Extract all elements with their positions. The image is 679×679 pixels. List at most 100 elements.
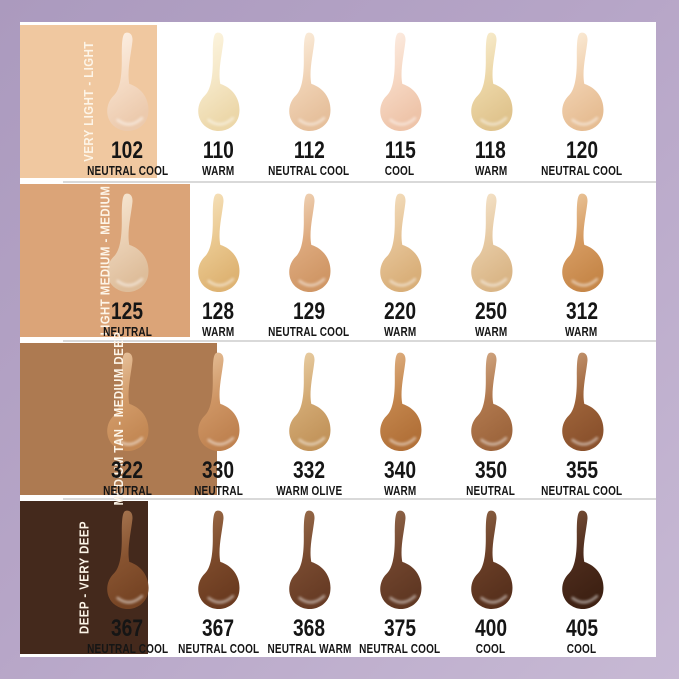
shade-cell: 368 NEUTRAL WARM xyxy=(264,500,355,657)
smear-gloss-highlight xyxy=(116,277,144,287)
shade-number: 350 xyxy=(474,456,507,484)
shade-cell: 115 COOL xyxy=(354,22,445,179)
shade-number: 312 xyxy=(565,297,598,325)
smear-gloss-highlight xyxy=(116,595,144,604)
smear-gloss-highlight xyxy=(570,595,598,604)
foundation-smear-swatch-icon xyxy=(380,352,422,451)
smear-gloss-highlight xyxy=(207,595,235,604)
shade-cell: 120 NEUTRAL COOL xyxy=(536,22,627,179)
smear-gloss-highlight xyxy=(480,595,507,604)
shade-number: 110 xyxy=(202,137,234,164)
foundation-smear-swatch-icon xyxy=(107,352,149,451)
shade-number: 250 xyxy=(474,297,507,325)
shade-cell: 250 WARM xyxy=(445,183,536,340)
shade-number: 355 xyxy=(565,456,598,484)
shade-undertone: COOL xyxy=(385,164,415,178)
shade-cell: 332 WARM OLIVE xyxy=(264,342,355,499)
shade-cell: 128 WARM xyxy=(173,183,264,340)
shade-cell: 340 WARM xyxy=(354,342,445,499)
foundation-smear-swatch-icon xyxy=(289,32,331,131)
smear-gloss-highlight xyxy=(389,436,417,446)
shade-number: 332 xyxy=(293,456,326,484)
shade-number: 330 xyxy=(202,456,235,484)
shade-undertone: NEUTRAL xyxy=(466,483,516,498)
range-sidebar-box: LIGHT MEDIUM - MEDIUM xyxy=(20,183,191,337)
foundation-smear-swatch-icon xyxy=(561,193,604,292)
smear-gloss-highlight xyxy=(570,277,598,287)
shade-undertone: NEUTRAL COOL xyxy=(177,642,259,657)
smear-gloss-highlight xyxy=(570,116,598,126)
foundation-smear-swatch-icon xyxy=(198,510,240,610)
range-sidebar: MEDIUM TAN - MEDIUM DEEP xyxy=(20,332,218,506)
shade-cell: 367 NEUTRAL COOL xyxy=(173,500,264,657)
shade-undertone: WARM xyxy=(474,324,507,339)
shade-number: 220 xyxy=(383,297,416,325)
foundation-smear-swatch-icon xyxy=(380,510,422,610)
foundation-smear-swatch-icon xyxy=(470,193,513,292)
shade-row-swatches: 125 NEUTRAL 128 WARM xyxy=(63,180,656,340)
foundation-smear-swatch-icon xyxy=(561,352,604,451)
shade-number: 129 xyxy=(293,297,326,325)
shade-number: 112 xyxy=(293,137,325,164)
foundation-smear-swatch-icon xyxy=(107,32,149,131)
shade-undertone: WARM OLIVE xyxy=(276,483,343,498)
smear-gloss-highlight xyxy=(116,116,144,126)
shade-range-row: DEEP - VERY DEEP 367 NEUTRAL COOL xyxy=(20,498,656,657)
shade-number: 115 xyxy=(384,137,416,164)
shade-cell: 405 COOL xyxy=(536,500,627,657)
foundation-smear-swatch-icon xyxy=(289,352,331,451)
shade-cell: 375 NEUTRAL COOL xyxy=(354,500,445,657)
shade-cell: 355 NEUTRAL COOL xyxy=(536,342,627,499)
shade-number: 400 xyxy=(474,615,507,643)
smear-gloss-highlight xyxy=(207,277,235,287)
foundation-smear-swatch-icon xyxy=(380,32,422,131)
foundation-smear-swatch-icon xyxy=(107,510,149,610)
shade-undertone: NEUTRAL xyxy=(102,324,152,339)
shade-cell: 350 NEUTRAL xyxy=(445,342,536,499)
foundation-smear-swatch-icon xyxy=(380,193,422,292)
shade-undertone: WARM xyxy=(202,164,235,178)
smear-gloss-highlight xyxy=(298,277,326,287)
shade-undertone: WARM xyxy=(202,324,235,339)
shade-chart-panel: VERY LIGHT - LIGHT 102 NEUTRAL COOL xyxy=(20,22,656,657)
range-sidebar-box: MEDIUM TAN - MEDIUM DEEP xyxy=(20,332,218,506)
shade-undertone: NEUTRAL COOL xyxy=(359,642,441,657)
foundation-smear-swatch-icon xyxy=(470,352,513,451)
shade-number: 128 xyxy=(202,297,235,325)
shade-cell: 129 NEUTRAL COOL xyxy=(264,183,355,340)
shade-number: 367 xyxy=(111,615,144,643)
foundation-smear-swatch-icon xyxy=(107,193,149,292)
shade-undertone: NEUTRAL xyxy=(102,483,152,498)
shade-undertone: NEUTRAL COOL xyxy=(86,642,169,657)
range-sidebar: LIGHT MEDIUM - MEDIUM xyxy=(20,181,191,340)
smear-gloss-highlight xyxy=(389,116,417,126)
shade-range-row: VERY LIGHT - LIGHT 102 NEUTRAL COOL xyxy=(20,22,656,181)
foundation-smear-swatch-icon xyxy=(470,32,513,131)
shade-cell: 400 COOL xyxy=(445,500,536,657)
range-label: VERY LIGHT - LIGHT xyxy=(80,41,96,162)
smear-gloss-highlight xyxy=(480,436,507,446)
shade-undertone: NEUTRAL COOL xyxy=(268,324,350,339)
shade-undertone: WARM xyxy=(383,483,417,498)
shade-number: 118 xyxy=(475,137,507,164)
shade-undertone: NEUTRAL COOL xyxy=(540,483,623,498)
shade-cell: 118 WARM xyxy=(445,22,536,179)
foundation-smear-swatch-icon xyxy=(561,32,604,131)
smear-gloss-highlight xyxy=(570,436,598,446)
shade-cell: 322 NEUTRAL xyxy=(82,342,173,499)
smear-gloss-highlight xyxy=(298,595,326,604)
foundation-smear-swatch-icon xyxy=(198,32,240,131)
smear-gloss-highlight xyxy=(389,595,417,604)
shade-number: 340 xyxy=(383,456,416,484)
shade-undertone: NEUTRAL WARM xyxy=(267,642,352,657)
shade-undertone: WARM xyxy=(383,324,417,339)
shade-cell: 125 NEUTRAL xyxy=(82,183,173,340)
range-sidebar: VERY LIGHT - LIGHT xyxy=(20,22,157,181)
shade-cell: 367 NEUTRAL COOL xyxy=(82,500,173,657)
shade-row-swatches: 322 NEUTRAL 330 NEUTRAL xyxy=(63,339,656,499)
shade-undertone: WARM xyxy=(474,164,507,178)
shade-undertone: NEUTRAL COOL xyxy=(86,164,169,178)
shade-cell: 312 WARM xyxy=(536,183,627,340)
smear-gloss-highlight xyxy=(298,436,326,446)
